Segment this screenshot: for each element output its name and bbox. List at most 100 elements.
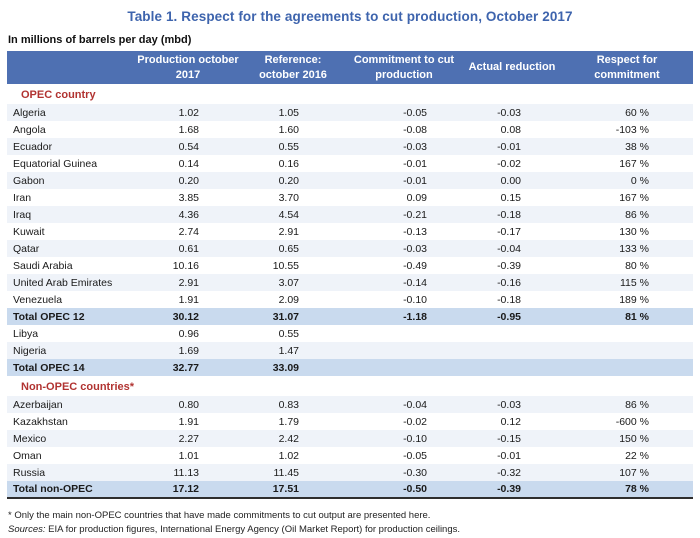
cell-actual-reduction: -0.39 [497, 259, 521, 272]
table-row: Azerbaijan 0.80 0.83 -0.04 -0.03 86 % [7, 396, 693, 413]
cell-country: Total non-OPEC [13, 483, 93, 495]
cell-reference-2016: 3.07 [278, 276, 299, 289]
cell-reference-2016: 1.60 [278, 123, 299, 136]
cell-reference-2016: 0.55 [278, 140, 299, 153]
cell-country: Gabon [13, 174, 45, 187]
production-table: Production october 2017 Reference: octob… [7, 51, 693, 499]
header-commitment-to-cut: Commitment to cut production [345, 51, 463, 84]
table-row: Mexico 2.27 2.42 -0.10 -0.15 150 % [7, 430, 693, 447]
cell-respect: 150 % [619, 432, 649, 445]
table-row: Gabon 0.20 0.20 -0.01 0.00 0 % [7, 172, 693, 189]
table-row: Russia 11.13 11.45 -0.30 -0.32 107 % [7, 464, 693, 481]
cell-production-2017: 1.01 [178, 449, 199, 462]
cell-respect: 81 % [625, 310, 649, 323]
cell-commitment: -0.01 [403, 157, 427, 170]
cell-commitment: -0.30 [403, 466, 427, 479]
cell-respect: 80 % [625, 259, 649, 272]
cell-production-2017: 10.16 [172, 259, 199, 272]
footnotes: * Only the main non-OPEC countries that … [8, 509, 700, 538]
cell-reference-2016: 0.55 [278, 327, 299, 340]
cell-commitment [345, 342, 463, 359]
cell-respect: 133 % [619, 242, 649, 255]
cell-production-2017: 11.13 [173, 466, 200, 479]
cell-actual-reduction: -0.02 [497, 157, 521, 170]
cell-actual-reduction: -0.01 [497, 449, 521, 462]
header-reference-october-2016: Reference: october 2016 [241, 51, 345, 84]
cell-production-2017: 1.68 [178, 123, 199, 136]
cell-country: Iran [13, 191, 32, 204]
footnote-sources: Sources: EIA for production figures, Int… [8, 523, 700, 537]
cell-actual-reduction: -0.95 [497, 310, 521, 323]
table-row: United Arab Emirates 2.91 3.07 -0.14 -0.16 11… [7, 274, 693, 291]
table-row: Oman 1.01 1.02 -0.05 -0.01 22 % [7, 447, 693, 464]
cell-commitment: -0.08 [403, 123, 427, 136]
cell-production-2017: 0.54 [178, 140, 199, 153]
cell-country: Azerbaijan [13, 398, 63, 411]
cell-reference-2016: 31.07 [272, 310, 299, 323]
sources-text: EIA for production figures, Internationa… [45, 524, 461, 536]
cell-reference-2016: 1.79 [278, 415, 299, 428]
cell-reference-2016: 10.55 [272, 259, 299, 272]
cell-production-2017: 1.02 [178, 106, 199, 119]
cell-commitment: -0.14 [403, 276, 427, 289]
cell-reference-2016: 1.47 [278, 344, 299, 357]
cell-reference-2016: 2.42 [278, 432, 299, 445]
cell-country: Equatorial Guinea [13, 157, 98, 170]
cell-commitment: -1.18 [403, 310, 427, 323]
table-row: Nigeria 1.69 1.47 [7, 342, 693, 359]
cell-reference-2016: 4.54 [278, 208, 299, 221]
cell-commitment: -0.50 [403, 483, 427, 495]
cell-actual-reduction: 0.08 [500, 123, 521, 136]
cell-country: Saudi Arabia [13, 259, 73, 272]
section-label: OPEC country [21, 89, 96, 101]
cell-respect: 107 % [619, 466, 649, 479]
cell-production-2017: 0.80 [178, 398, 199, 411]
cell-respect: 115 % [620, 276, 649, 289]
cell-production-2017: 32.77 [172, 361, 199, 374]
cell-actual-reduction: -0.15 [497, 432, 521, 445]
cell-respect: 130 % [619, 225, 649, 238]
cell-respect: 167 % [619, 157, 649, 170]
cell-reference-2016: 0.65 [278, 242, 299, 255]
cell-actual-reduction: -0.03 [497, 398, 521, 411]
cell-commitment: -0.05 [403, 106, 427, 119]
cell-actual-reduction: -0.03 [497, 106, 521, 119]
cell-actual-reduction [463, 325, 561, 342]
cell-country: Qatar [13, 242, 40, 255]
cell-country: Oman [13, 449, 42, 462]
cell-actual-reduction: -0.32 [497, 466, 521, 479]
cell-country: Kuwait [13, 225, 45, 238]
cell-commitment [345, 359, 463, 376]
table-body: OPEC country Algeria 1.02 1.05 -0.05 -0.03 60 … [7, 84, 693, 498]
cell-production-2017: 1.69 [178, 344, 199, 357]
cell-commitment: -0.02 [403, 415, 427, 428]
cell-country: United Arab Emirates [13, 276, 113, 289]
table-row: Libya 0.96 0.55 [7, 325, 693, 342]
table-row: Angola 1.68 1.60 -0.08 0.08 -103 % [7, 121, 693, 138]
cell-production-2017: 1.91 [178, 415, 199, 428]
cell-commitment: -0.21 [403, 208, 427, 221]
cell-actual-reduction: -0.16 [497, 276, 521, 289]
cell-commitment: -0.49 [403, 259, 427, 272]
cell-country: Kazakhstan [13, 415, 68, 428]
cell-respect: -103 % [615, 123, 649, 136]
cell-country: Angola [13, 123, 46, 136]
cell-respect: 86 % [625, 208, 649, 221]
cell-reference-2016: 0.83 [278, 398, 299, 411]
cell-actual-reduction [463, 359, 561, 376]
cell-production-2017: 3.85 [178, 191, 199, 204]
cell-commitment: -0.01 [403, 174, 427, 187]
header-actual-reduction: Actual reduction [463, 51, 561, 84]
cell-respect: -600 % [615, 415, 649, 428]
sources-label: Sources: [8, 524, 46, 536]
cell-production-2017: 0.61 [178, 242, 199, 255]
cell-country: Mexico [13, 432, 47, 445]
cell-country: Russia [13, 466, 46, 479]
cell-country: Total OPEC 14 [13, 361, 85, 374]
cell-production-2017: 0.96 [178, 327, 199, 340]
cell-actual-reduction [463, 342, 561, 359]
total-row: Total OPEC 14 32.77 33.09 [7, 359, 693, 376]
cell-production-2017: 2.91 [178, 276, 199, 289]
cell-actual-reduction: 0.00 [500, 174, 521, 187]
